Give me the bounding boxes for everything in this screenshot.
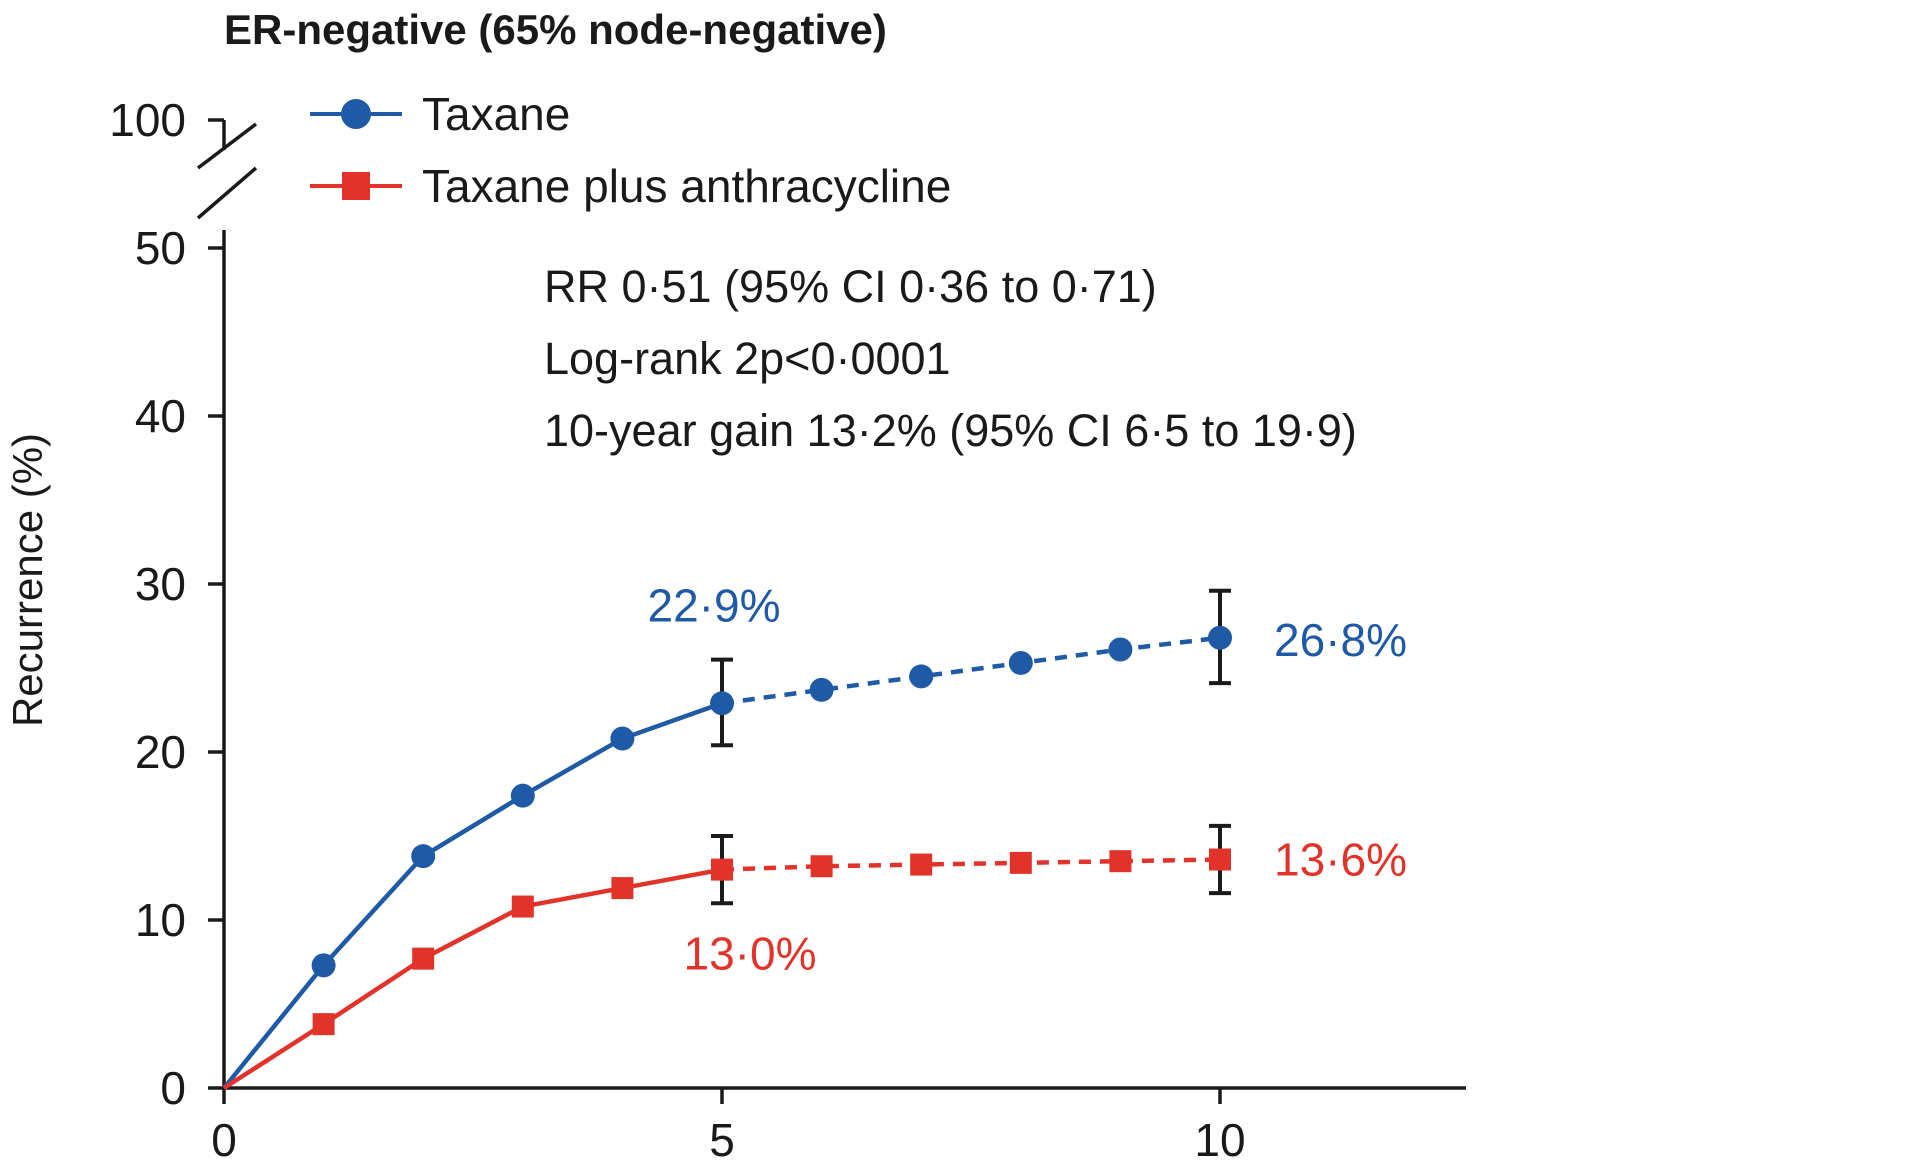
point-taxane-plus-anthracycline-7 <box>910 853 933 876</box>
stats-annotation: RR 0·51 (95% CI 0·36 to 0·71) Log-rank 2… <box>544 261 1357 456</box>
y-break-top-label: 100 <box>109 94 186 146</box>
legend-taxane-marker <box>341 99 371 129</box>
point-taxane-4 <box>610 726 635 751</box>
stat-rr: RR 0·51 (95% CI 0·36 to 0·71) <box>544 261 1157 312</box>
data-label-combo-5: 13·0% <box>684 928 817 980</box>
x-tick-label-0: 0 <box>211 1114 237 1166</box>
stat-gain: 10-year gain 13·2% (95% CI 6·5 to 19·9) <box>544 405 1357 456</box>
point-taxane-plus-anthracycline-5 <box>711 858 733 881</box>
x-tick-label-5: 5 <box>709 1114 735 1166</box>
data-labels: 22·9% 26·8% 13·0% 13·6% <box>648 579 1407 979</box>
data-label-taxane-5: 22·9% <box>648 579 781 631</box>
legend: Taxane Taxane plus anthracycline <box>310 88 951 212</box>
series-taxane-dashed-line <box>721 635 1221 706</box>
point-taxane-9 <box>1108 637 1133 662</box>
point-taxane-plus-anthracycline-1 <box>312 1013 335 1036</box>
series-taxane-solid-line <box>222 701 723 1090</box>
x-ticks: 0 5 10 <box>211 1088 1246 1166</box>
point-taxane-5 <box>710 691 734 716</box>
y-tick-label-10: 10 <box>135 894 186 946</box>
y-tick-label-0: 0 <box>160 1062 186 1114</box>
series-taxane-plus-anthracycline-solid-line <box>222 867 723 1090</box>
point-taxane-8 <box>1008 650 1033 675</box>
axes <box>196 118 1466 1090</box>
y-tick-label-30: 30 <box>135 558 186 610</box>
y-tick-label-50: 50 <box>135 222 186 274</box>
point-taxane-10 <box>1208 625 1232 650</box>
series-taxane-plus-anthracycline-dashed-line <box>721 857 1221 872</box>
point-taxane-plus-anthracycline-6 <box>810 855 833 878</box>
point-taxane-plus-anthracycline-3 <box>511 895 534 918</box>
legend-combo-marker <box>342 172 370 200</box>
legend-combo-label: Taxane plus anthracycline <box>422 160 951 212</box>
data-label-taxane-10: 26·8% <box>1274 614 1407 666</box>
data-label-combo-10: 13·6% <box>1274 834 1407 886</box>
y-break-mark-1 <box>196 122 258 170</box>
y-tick-label-40: 40 <box>135 390 186 442</box>
point-taxane-plus-anthracycline-8 <box>1009 851 1032 874</box>
point-taxane-plus-anthracycline-2 <box>412 947 435 970</box>
point-taxane-plus-anthracycline-9 <box>1109 850 1132 873</box>
y-break-mark-2 <box>196 166 258 220</box>
legend-taxane-label: Taxane <box>422 88 570 140</box>
y-tick-label-20: 20 <box>135 726 186 778</box>
point-taxane-6 <box>809 677 834 702</box>
stat-logrank: Log-rank 2p<0·0001 <box>544 333 951 384</box>
plot-area <box>222 588 1232 1090</box>
chart-title: ER-negative (65% node-negative) <box>224 6 887 53</box>
point-taxane-plus-anthracycline-10 <box>1209 848 1231 871</box>
point-taxane-plus-anthracycline-4 <box>611 877 634 900</box>
point-taxane-3 <box>510 783 535 808</box>
y-ticks: 0 10 20 30 40 50 <box>135 222 224 1114</box>
y-axis-label: Recurrence (%) <box>4 433 51 727</box>
point-taxane-2 <box>411 844 436 869</box>
x-tick-label-10: 10 <box>1194 1114 1245 1166</box>
point-taxane-7 <box>909 664 934 689</box>
point-taxane-1 <box>311 953 336 978</box>
